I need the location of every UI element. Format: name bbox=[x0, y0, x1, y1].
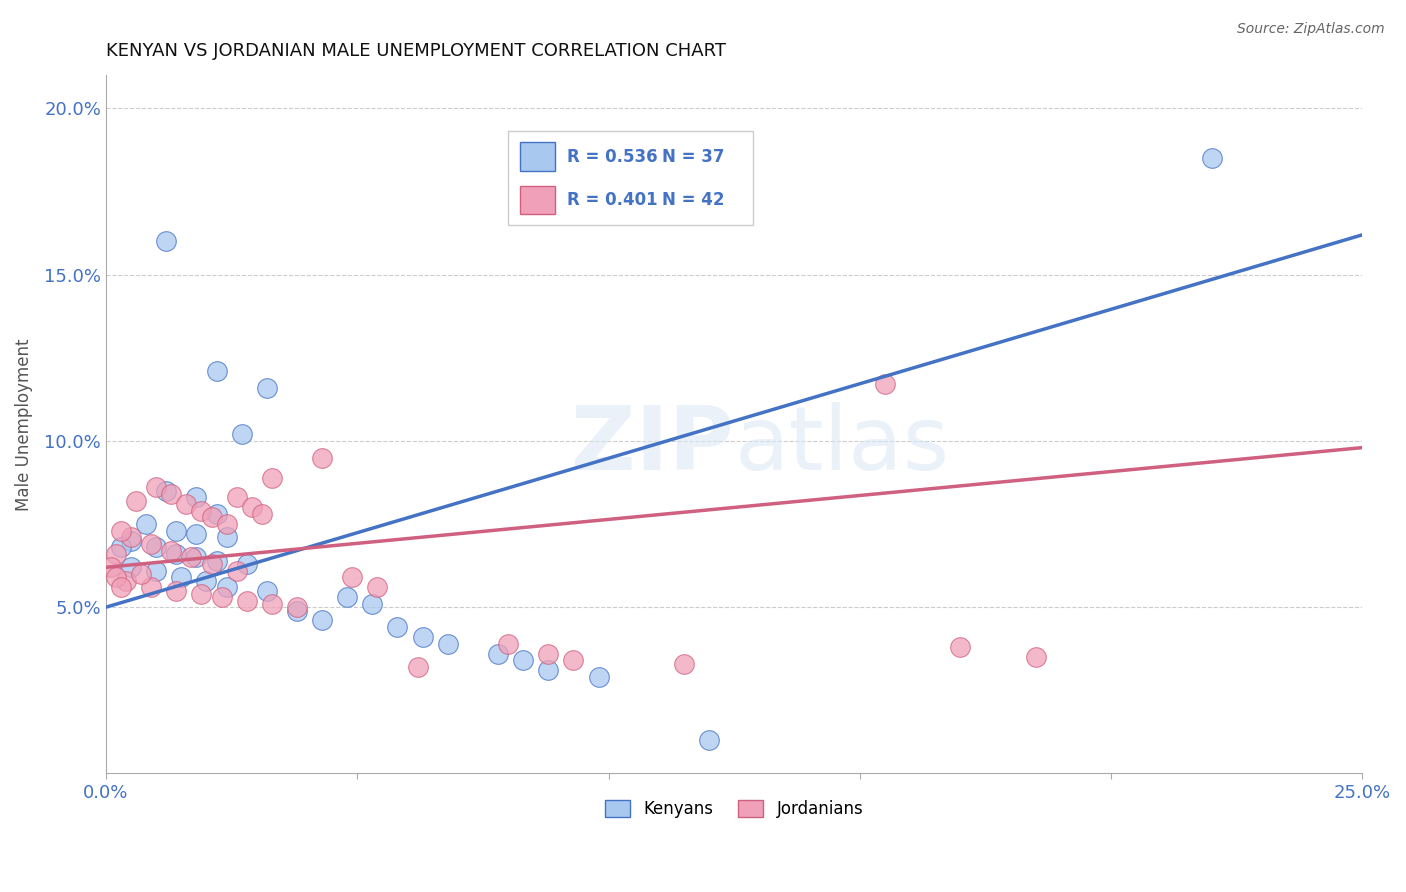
Point bbox=[160, 543, 183, 558]
Point bbox=[190, 504, 212, 518]
Point bbox=[115, 574, 138, 588]
Point bbox=[205, 554, 228, 568]
Point bbox=[285, 600, 308, 615]
Point bbox=[250, 507, 273, 521]
Point bbox=[231, 427, 253, 442]
Point bbox=[165, 583, 187, 598]
Point bbox=[195, 574, 218, 588]
Point bbox=[311, 614, 333, 628]
Point bbox=[537, 664, 560, 678]
Point bbox=[110, 580, 132, 594]
Y-axis label: Male Unemployment: Male Unemployment bbox=[15, 338, 32, 510]
Point bbox=[235, 557, 257, 571]
Point bbox=[145, 481, 167, 495]
Point bbox=[145, 541, 167, 555]
Point bbox=[120, 560, 142, 574]
Point bbox=[205, 507, 228, 521]
Point bbox=[260, 597, 283, 611]
Point bbox=[486, 647, 509, 661]
Point bbox=[165, 524, 187, 538]
Point bbox=[588, 670, 610, 684]
Point bbox=[256, 583, 278, 598]
Point bbox=[697, 733, 720, 747]
Point bbox=[412, 630, 434, 644]
Point bbox=[125, 493, 148, 508]
Point bbox=[215, 580, 238, 594]
Point bbox=[211, 591, 233, 605]
Point bbox=[186, 491, 208, 505]
Point bbox=[436, 637, 458, 651]
Point bbox=[110, 541, 132, 555]
Point bbox=[129, 566, 152, 581]
Point bbox=[387, 620, 409, 634]
Point bbox=[186, 550, 208, 565]
Point bbox=[145, 564, 167, 578]
Point bbox=[190, 587, 212, 601]
Point bbox=[1025, 650, 1047, 665]
Text: Source: ZipAtlas.com: Source: ZipAtlas.com bbox=[1237, 22, 1385, 37]
Text: ZIP: ZIP bbox=[571, 401, 734, 489]
Point bbox=[180, 550, 202, 565]
Point bbox=[260, 470, 283, 484]
Point bbox=[406, 660, 429, 674]
Point bbox=[225, 564, 247, 578]
Point bbox=[105, 570, 128, 584]
Point bbox=[949, 640, 972, 654]
Text: KENYAN VS JORDANIAN MALE UNEMPLOYMENT CORRELATION CHART: KENYAN VS JORDANIAN MALE UNEMPLOYMENT CO… bbox=[105, 42, 725, 60]
Point bbox=[672, 657, 695, 671]
Point bbox=[141, 580, 163, 594]
Point bbox=[170, 570, 193, 584]
Point bbox=[562, 653, 585, 667]
Point bbox=[155, 235, 177, 249]
Point bbox=[200, 510, 222, 524]
Point bbox=[141, 537, 163, 551]
Point bbox=[176, 497, 198, 511]
Point bbox=[165, 547, 187, 561]
Point bbox=[512, 653, 534, 667]
Point bbox=[496, 637, 519, 651]
Point bbox=[873, 377, 896, 392]
Point bbox=[361, 597, 384, 611]
Point bbox=[200, 557, 222, 571]
Point bbox=[215, 530, 238, 544]
Point bbox=[336, 591, 359, 605]
Point bbox=[110, 524, 132, 538]
Point bbox=[1201, 151, 1223, 165]
Point bbox=[120, 533, 142, 548]
Point bbox=[240, 500, 263, 515]
Point bbox=[160, 487, 183, 501]
Point bbox=[235, 593, 257, 607]
Point bbox=[285, 603, 308, 617]
Point bbox=[366, 580, 388, 594]
Point bbox=[155, 483, 177, 498]
Point bbox=[225, 491, 247, 505]
Text: atlas: atlas bbox=[734, 401, 949, 489]
Point bbox=[215, 517, 238, 532]
Point bbox=[205, 364, 228, 378]
Point bbox=[342, 570, 364, 584]
Point bbox=[105, 547, 128, 561]
Point bbox=[100, 560, 122, 574]
Point bbox=[537, 647, 560, 661]
Legend: Kenyans, Jordanians: Kenyans, Jordanians bbox=[599, 793, 870, 824]
Point bbox=[135, 517, 157, 532]
Point bbox=[186, 527, 208, 541]
Point bbox=[256, 381, 278, 395]
Point bbox=[311, 450, 333, 465]
Point bbox=[120, 530, 142, 544]
